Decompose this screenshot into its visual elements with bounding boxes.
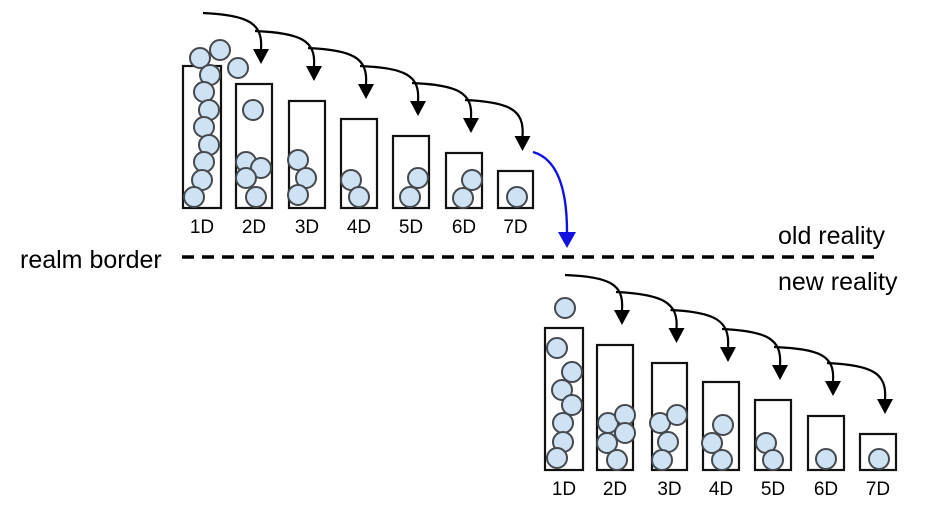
ball-old-1D [227, 57, 249, 79]
ball-old-2D [250, 157, 272, 179]
cascade-arrowhead-old-3D [306, 66, 322, 81]
cascade-arrowhead-new-3D [668, 328, 685, 343]
ball-old-1D [189, 47, 211, 69]
bar-label-old-2D: 2D [242, 217, 266, 238]
ball-new-1D [552, 412, 574, 434]
ball-new-4D [712, 414, 734, 436]
ball-new-1D [551, 379, 573, 401]
ball-old-3D [287, 184, 309, 206]
cascade-arrowhead-new-7D [877, 399, 893, 414]
transfer-arrow [532, 150, 569, 233]
bar-label-old-6D: 6D [452, 217, 476, 238]
ball-new-4D [701, 432, 723, 454]
cascade-arrow-new-3D-to-4D [670, 308, 730, 348]
bar-label-old-3D: 3D [295, 217, 319, 238]
bar-label-new-3D: 3D [657, 479, 681, 500]
bar-label-new-6D: 6D [814, 479, 838, 500]
bar-label-new-4D: 4D [709, 479, 733, 500]
ball-old-3D [287, 149, 309, 171]
transfer-arrowhead [558, 232, 576, 248]
ball-new-6D [815, 448, 837, 470]
ball-new-3D [666, 404, 688, 426]
ball-old-5D [407, 167, 429, 189]
ball-old-1D [193, 116, 215, 138]
ball-old-5D [399, 186, 421, 208]
cascade-arrow-old-3D-to-4D [307, 46, 368, 85]
cascade-arrowhead-new-6D [825, 381, 841, 396]
ball-new-1D [561, 361, 583, 383]
cascade-arrow-new-5D-to-6D [773, 345, 835, 382]
bar-label-new-5D: 5D [761, 479, 785, 500]
ball-new-2D [606, 449, 628, 471]
cascade-arrowhead-new-2D [614, 310, 630, 325]
ball-new-2D [614, 422, 636, 444]
realm-border-label: realm border [20, 246, 162, 274]
cascade-arrowhead-old-6D [463, 118, 479, 133]
ball-new-2D [596, 432, 618, 454]
ball-old-1D [193, 81, 215, 103]
ball-new-1D [561, 394, 583, 416]
bar-label-old-4D: 4D [347, 217, 371, 238]
cascade-arrowhead-old-2D [253, 49, 269, 64]
ball-new-4D [711, 449, 733, 471]
generated-diagram-layer: 1D 2D 3D 4D 5D 6D 7D 1D 2D 3D 4D 5D 6D 7D [181, 11, 898, 500]
ball-new-1D [546, 447, 568, 469]
cascade-arrow-old-4D-to-5D [359, 64, 420, 102]
old-reality-label: old reality [778, 222, 885, 250]
cascade-arrow-new-4D-to-5D [721, 327, 782, 366]
ball-new-5D [762, 449, 784, 471]
bar-label-old-1D: 1D [190, 217, 214, 238]
ball-new-1D [554, 297, 576, 319]
bar-label-old-5D: 5D [399, 217, 423, 238]
ball-old-2D [235, 167, 257, 189]
cascade-arrow-new-6D-to-7D [826, 361, 887, 400]
bar-label-old-7D: 7D [503, 217, 527, 238]
bar-label-new-2D: 2D [603, 479, 627, 500]
ball-new-3D [657, 431, 679, 453]
bar-label-new-7D: 7D [866, 479, 890, 500]
ball-new-1D [546, 337, 568, 359]
new-reality-label: new reality [778, 268, 898, 296]
cascade-arrowhead-old-7D [514, 136, 531, 151]
cascade-arrow-old-6D-to-7D [464, 98, 524, 137]
cascade-arrowhead-new-5D [772, 365, 788, 380]
ball-old-2D [245, 186, 267, 208]
cascade-arrow-new-2D-to-3D [615, 290, 678, 329]
cascade-arrow-old-1D-to-2D [202, 11, 263, 50]
cascade-arrowhead-old-4D [358, 84, 374, 99]
ball-old-6D [452, 187, 474, 209]
ball-new-3D [651, 449, 673, 471]
ball-old-1D [193, 151, 215, 173]
ball-old-6D [461, 169, 483, 191]
ball-old-1D [183, 186, 205, 208]
cascade-arrow-old-2D-to-3D [254, 29, 316, 67]
cascade-arrowhead-new-4D [720, 347, 736, 362]
bar-label-new-1D: 1D [552, 479, 576, 500]
ball-old-4D [348, 186, 370, 208]
ball-new-7D [868, 448, 890, 470]
ball-old-7D [506, 186, 528, 208]
cascade-arrow-new-1D-to-2D [564, 273, 624, 311]
ball-old-2D [242, 99, 264, 121]
cascade-arrow-old-5D-to-6D [411, 81, 473, 119]
ball-old-1D [209, 39, 231, 61]
cascade-arrowhead-old-5D [410, 101, 426, 116]
